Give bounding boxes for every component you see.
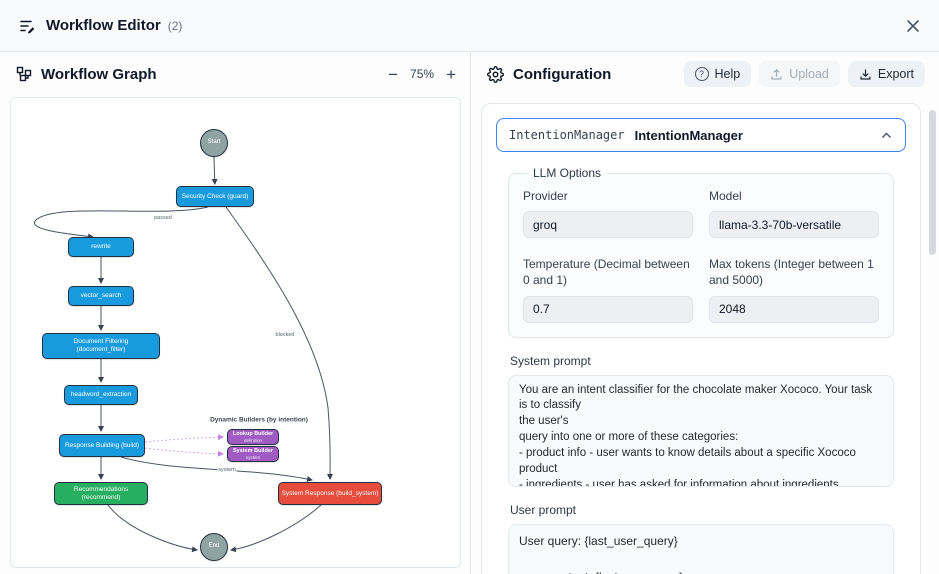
temperature-label: Temperature (Decimal between 0 and 1)	[523, 257, 690, 288]
workflow-editor-icon	[18, 17, 36, 35]
provider-label: Provider	[523, 189, 568, 203]
model-input[interactable]	[709, 211, 879, 239]
export-button[interactable]: Export	[847, 61, 925, 87]
upload-icon	[770, 68, 783, 81]
edge-label-system: system	[217, 467, 237, 473]
zoom-level: 75%	[410, 67, 435, 81]
model-label: Model	[709, 189, 742, 203]
export-button-label: Export	[877, 67, 914, 81]
edge-label-blocked: blocked	[274, 332, 296, 338]
intention-manager-accordion[interactable]: IntentionManager IntentionManager	[496, 118, 906, 152]
node-security-check-label: Security Check (guard)	[181, 192, 249, 200]
node-end[interactable]: End	[200, 533, 228, 561]
upload-button-label: Upload	[789, 67, 829, 81]
config-panel-header: Configuration ? Help Upload	[471, 52, 939, 96]
user-prompt-label: User prompt	[510, 502, 577, 517]
window-header: Workflow Editor (2)	[0, 0, 939, 52]
close-button[interactable]	[905, 18, 921, 34]
llm-options-legend: LLM Options	[533, 166, 602, 180]
node-vector-search-label: vector_search	[80, 292, 122, 300]
zoom-controls: − 75% +	[388, 66, 456, 83]
accordion-code: IntentionManager	[509, 128, 625, 142]
download-icon	[859, 68, 872, 81]
zoom-in-button[interactable]: +	[446, 64, 456, 84]
accordion-name: IntentionManager	[634, 127, 743, 143]
node-lookup-builder[interactable]: Lookup Builder definition	[227, 429, 279, 445]
graph-panel-header: Workflow Graph − 75% +	[0, 52, 470, 96]
node-start[interactable]: Start	[200, 129, 228, 157]
user-prompt-textarea[interactable]: User query: {last_user_query} user_conte…	[508, 523, 894, 574]
close-icon	[905, 18, 921, 34]
node-recommendations-label: Recommendations (recommend)	[73, 485, 129, 501]
node-vector-search[interactable]: vector_search	[68, 286, 134, 306]
node-security-check[interactable]: Security Check (guard)	[176, 186, 254, 207]
edge-responsebuilding-systemresponse	[120, 456, 313, 482]
edge-responsebuilding-lookupbuilder	[144, 434, 224, 443]
edge-security-systemresponse	[225, 206, 334, 480]
node-headword-extraction-label: headword_extraction	[70, 391, 132, 399]
node-end-label: End	[208, 543, 220, 550]
node-lookup-builder-label: Lookup Builder	[232, 431, 274, 437]
temperature-field: Temperature (Decimal between 0 and 1)	[523, 250, 693, 323]
graph-panel-title: Workflow Graph	[41, 65, 157, 83]
node-system-response[interactable]: System Response (build_system)	[278, 482, 382, 505]
gear-icon	[487, 65, 504, 83]
chevron-up-icon	[880, 129, 893, 142]
config-scrollbar-thumb[interactable]	[929, 110, 936, 255]
config-scrollbar	[928, 106, 938, 574]
llm-options-fieldset: LLM Options Provider Model Temperature (…	[508, 166, 894, 338]
edge-security-rewrite	[33, 206, 209, 240]
config-toolbar: ? Help Upload Export	[683, 61, 925, 87]
node-system-builder-label: System Builder	[232, 448, 274, 454]
node-lookup-builder-sublabel: definition	[243, 437, 262, 443]
node-response-building[interactable]: Response Building (build)	[59, 434, 145, 457]
config-panel-title: Configuration	[513, 65, 612, 83]
node-system-response-label: System Response (build_system)	[281, 489, 379, 497]
upload-button[interactable]: Upload	[759, 61, 840, 87]
max-tokens-label: Max tokens (Integer between 1 and 5000)	[709, 257, 874, 288]
help-button-label: Help	[714, 67, 741, 81]
edge-recommendations-end	[107, 504, 198, 553]
edge-systemresponse-end	[230, 504, 322, 553]
graph-edges	[33, 156, 334, 553]
provider-field: Provider	[523, 182, 693, 239]
max-tokens-field: Max tokens (Integer between 1 and 5000)	[709, 250, 879, 323]
node-recommendations[interactable]: Recommendations (recommend)	[54, 482, 148, 505]
workflow-graph-canvas[interactable]: Start Security Check (guard) rewrite vec…	[10, 97, 461, 568]
edge-responsebuilding-systembuilder	[144, 447, 224, 457]
configuration-card: IntentionManager IntentionManager LLM Op…	[481, 103, 921, 574]
node-response-building-label: Response Building (build)	[64, 441, 140, 449]
system-prompt-label: System prompt	[510, 353, 591, 368]
temperature-input[interactable]	[523, 295, 693, 323]
edge-start-security	[211, 156, 218, 185]
node-rewrite[interactable]: rewrite	[68, 237, 134, 257]
model-field: Model	[709, 182, 879, 239]
node-system-builder[interactable]: System Builder system	[227, 446, 279, 462]
accordion-body: LLM Options Provider Model Temperature (…	[496, 152, 906, 574]
help-icon: ?	[694, 67, 709, 81]
system-prompt-textarea[interactable]: You are an intent classifier for the cho…	[508, 374, 894, 487]
node-headword-extraction[interactable]: headword_extraction	[64, 385, 138, 405]
node-rewrite-label: rewrite	[91, 243, 111, 251]
help-button[interactable]: ? Help	[683, 61, 752, 87]
window-count-badge: (2)	[167, 18, 183, 33]
panel-divider	[470, 52, 471, 574]
node-document-filtering[interactable]: Document Filtering (document_filter)	[42, 333, 160, 359]
node-system-builder-sublabel: system	[245, 454, 261, 460]
dynamic-builders-annotation: Dynamic Builders (by intention)	[210, 416, 308, 424]
node-document-filtering-label: Document Filtering	[73, 338, 129, 346]
zoom-out-button[interactable]: −	[388, 64, 399, 84]
node-start-label: Start	[207, 139, 221, 146]
provider-input[interactable]	[523, 211, 693, 239]
node-document-filtering-sublabel: (document_filter)	[76, 346, 126, 353]
workflow-graph-icon	[16, 66, 32, 82]
edge-label-passed: passed	[153, 215, 173, 221]
window-title: Workflow Editor	[46, 17, 161, 34]
max-tokens-input[interactable]	[709, 295, 879, 323]
